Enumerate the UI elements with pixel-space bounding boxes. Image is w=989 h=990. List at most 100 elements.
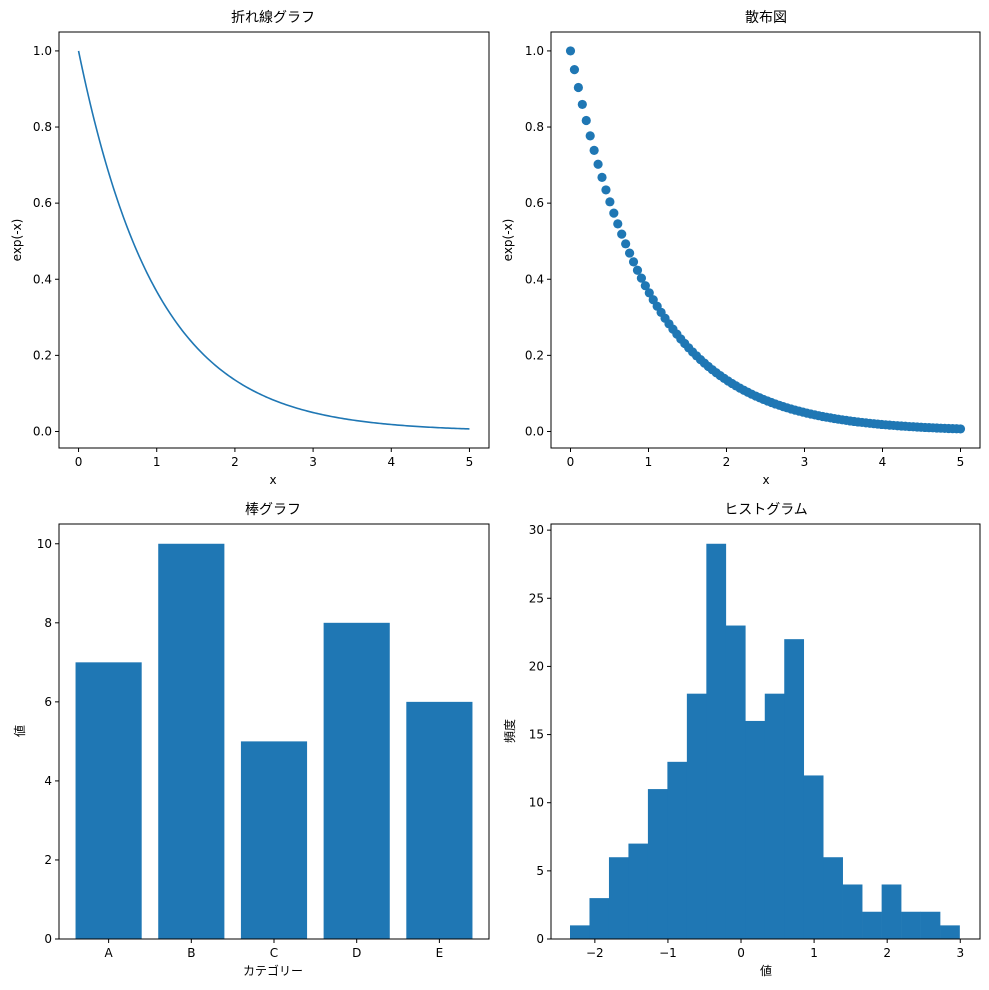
- histogram-bin: [706, 543, 727, 939]
- line-chart-axes-frame: [58, 31, 490, 449]
- histogram-xtick-label: 1: [810, 946, 818, 960]
- scatter-point: [597, 172, 607, 183]
- scatter-point: [593, 159, 603, 169]
- scatter-point: [636, 273, 647, 283]
- line-chart-xtick-label: 1: [153, 455, 161, 469]
- bar-chart-ytick-label: 2: [44, 853, 52, 867]
- bar-chart-ytick-label: 0: [44, 932, 52, 946]
- histogram-bin: [745, 720, 766, 939]
- bar-chart-ytick-label: 8: [44, 616, 52, 630]
- scatter-point: [621, 239, 631, 249]
- scatter-point: [585, 131, 595, 141]
- scatter-chart-title: 散布図: [745, 10, 787, 26]
- histogram-bin: [862, 911, 882, 939]
- scatter-point: [628, 257, 639, 267]
- scatter-chart-ytick-label: 0.2: [525, 348, 544, 362]
- line-chart-title: 折れ線グラフ: [231, 10, 315, 26]
- line-chart-ytick-label: 0.8: [33, 120, 52, 134]
- histogram-ytick-label: 0: [536, 932, 544, 946]
- bar-D: [323, 622, 390, 939]
- line-chart-ytick-label: 0.6: [33, 196, 52, 210]
- scatter-chart-panel: 散布図 x exp(-x) 0.0 0.2 0.4 0.6 0.8 1.0 0 1 2 3 4 5: [501, 10, 981, 487]
- scatter-point: [640, 281, 650, 291]
- histogram-bin: [570, 925, 590, 939]
- scatter-point: [644, 288, 654, 298]
- scatter-chart-xtick-label: 4: [879, 455, 887, 469]
- bar-chart-xtick-label: E: [436, 946, 444, 960]
- histogram-xtick-label: −1: [659, 946, 677, 960]
- histogram-axes-frame: [550, 523, 981, 940]
- scatter-chart-xtick-label: 3: [801, 455, 809, 469]
- histogram-bin: [589, 898, 610, 939]
- scatter-point: [609, 208, 619, 218]
- histogram-xtick-label: 2: [883, 946, 891, 960]
- histogram-title: ヒストグラム: [724, 502, 808, 518]
- scatter-point: [617, 229, 627, 239]
- line-chart-xtick-label: 2: [231, 455, 239, 469]
- histogram-bin: [784, 639, 805, 939]
- histogram-bin: [881, 884, 902, 939]
- bar-chart-panel: 棒グラフ カテゴリー 値 0 2 4 6 8 10 A B C D E: [12, 502, 490, 978]
- line-chart-ytick-label: 0.2: [33, 348, 52, 362]
- histogram-bin: [842, 884, 863, 939]
- bar-B: [158, 543, 225, 939]
- scatter-chart-xtick-label: 1: [645, 455, 653, 469]
- bar-chart-ylabel: 値: [12, 725, 27, 737]
- bar-chart-ytick-label: 6: [44, 695, 52, 709]
- scatter-chart-xtick-label: 0: [567, 455, 575, 469]
- scatter-point: [581, 115, 591, 126]
- histogram-bin: [823, 857, 843, 939]
- bar-chart-xtick-label: D: [352, 946, 361, 960]
- histogram-bin: [940, 925, 960, 939]
- line-chart-ytick-label: 0.4: [33, 272, 52, 286]
- line-chart-ytick-label: 1.0: [33, 44, 52, 58]
- histogram-bin: [803, 775, 824, 939]
- histogram-bin: [764, 693, 785, 939]
- bar-chart-xtick-label: B: [187, 946, 195, 960]
- line-chart-xtick-label: 0: [75, 455, 83, 469]
- scatter-point: [601, 185, 611, 195]
- histogram-bin: [686, 693, 707, 939]
- scatter-point: [573, 82, 583, 93]
- scatter-chart-ytick-label: 0.8: [525, 120, 544, 134]
- scatter-chart-xtick-label: 5: [957, 455, 965, 469]
- histogram-bin: [920, 911, 941, 939]
- histogram-ytick-label: 5: [536, 864, 544, 878]
- line-chart-xlabel: x: [269, 473, 276, 487]
- scatter-point: [955, 424, 966, 434]
- histogram-xtick-label: 0: [737, 946, 745, 960]
- histogram-bin: [725, 625, 746, 939]
- histogram-bin: [647, 789, 668, 939]
- scatter-chart-axes-frame: [550, 31, 981, 449]
- scatter-chart-ytick-label: 0.0: [525, 424, 544, 438]
- histogram-bin: [628, 843, 649, 939]
- histogram-xlabel: 値: [760, 963, 772, 978]
- histogram-panel: ヒストグラム 値 頻度 0 5 10 15 20 25 30 −2 −1 0 1 2 3: [502, 502, 981, 978]
- scatter-point: [613, 219, 623, 229]
- bar-C: [240, 741, 308, 939]
- bar-chart-xlabel: カテゴリー: [243, 963, 303, 978]
- scatter-point: [605, 197, 615, 207]
- line-chart-xtick-label: 5: [466, 455, 474, 469]
- histogram-bin: [608, 857, 629, 939]
- bar-chart-xtick-label: A: [105, 946, 114, 960]
- line-chart-xtick-label: 4: [387, 455, 395, 469]
- scatter-point: [632, 265, 643, 275]
- histogram-xtick-label: 3: [956, 946, 964, 960]
- scatter-point: [569, 65, 580, 75]
- bar-chart-ytick-label: 10: [37, 537, 52, 551]
- line-series-exp: [77, 50, 470, 430]
- scatter-point: [565, 46, 576, 56]
- bar-chart-title: 棒グラフ: [245, 502, 301, 518]
- bar-A: [75, 662, 142, 939]
- histogram-ylabel: 頻度: [502, 719, 517, 743]
- bar-chart-xtick-label: C: [270, 946, 278, 960]
- scatter-chart-ytick-label: 0.4: [525, 272, 544, 286]
- histogram-ytick-label: 25: [529, 591, 544, 605]
- bar-chart-ytick-label: 4: [44, 774, 52, 788]
- histogram-ytick-label: 30: [529, 523, 544, 537]
- histogram-bin: [667, 761, 688, 939]
- scatter-point: [624, 248, 635, 258]
- scatter-chart-xlabel: x: [762, 473, 769, 487]
